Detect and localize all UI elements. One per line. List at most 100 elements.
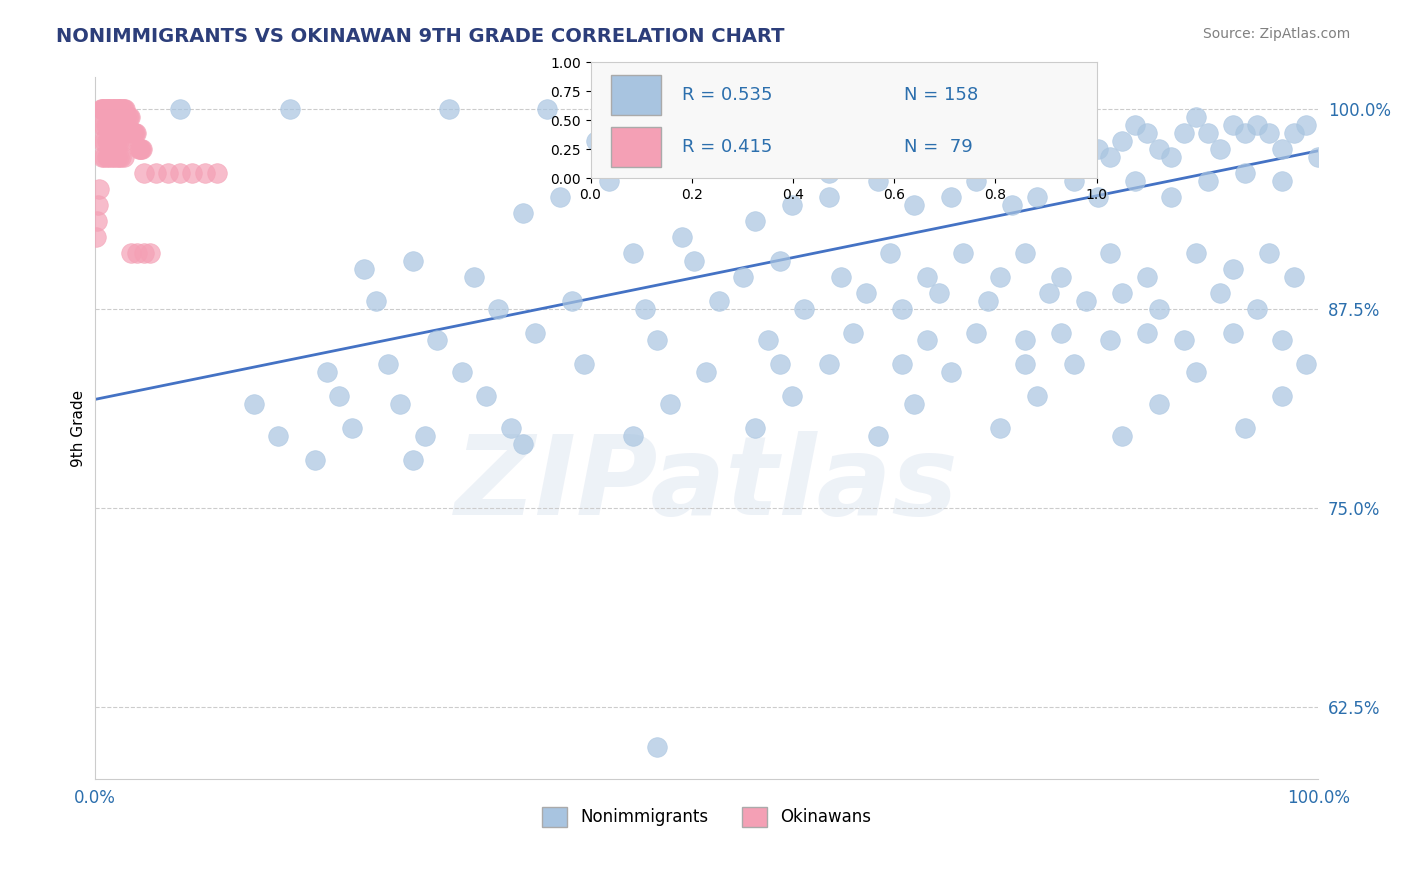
Point (658, 397, 681, 411)
Point (1147, 142, 1170, 156)
Point (891, 301, 914, 316)
Point (89, 182, 111, 196)
Y-axis label: 9th Grade: 9th Grade (72, 390, 86, 467)
Point (756, 334, 779, 348)
Point (1074, 126, 1097, 140)
Point (121, 126, 143, 140)
Point (104, 118, 127, 132)
Point (94, 118, 117, 132)
Text: ZIPatlas: ZIPatlas (454, 431, 959, 538)
Point (169, 166, 191, 180)
Point (1222, 326, 1244, 340)
Point (915, 334, 938, 348)
Point (1099, 334, 1122, 348)
Point (364, 293, 387, 308)
Point (1295, 118, 1317, 132)
Point (1197, 126, 1219, 140)
Point (94, 103, 117, 117)
Point (621, 245, 644, 260)
Point (1222, 118, 1244, 132)
Point (280, 103, 302, 117)
FancyBboxPatch shape (610, 128, 661, 167)
Point (128, 142, 150, 156)
Point (1197, 174, 1219, 188)
Point (988, 269, 1011, 284)
Point (1233, 126, 1256, 140)
Point (100, 103, 122, 117)
Point (1209, 142, 1232, 156)
Point (120, 245, 142, 260)
Point (536, 103, 558, 117)
Point (952, 142, 974, 156)
Point (98, 103, 121, 117)
Text: N = 158: N = 158 (904, 86, 979, 103)
Point (1282, 269, 1305, 284)
Point (87, 198, 110, 212)
Point (132, 245, 155, 260)
Point (830, 158, 852, 172)
Point (108, 103, 131, 117)
Point (1258, 245, 1281, 260)
Point (105, 103, 128, 117)
Point (122, 126, 145, 140)
Point (84, 230, 107, 244)
Point (107, 103, 129, 117)
Point (132, 166, 155, 180)
Point (1099, 150, 1122, 164)
Point (1282, 126, 1305, 140)
Point (128, 142, 150, 156)
Point (100, 150, 122, 164)
Point (96, 150, 118, 164)
Point (97, 103, 120, 117)
Point (112, 150, 135, 164)
Point (647, 334, 669, 348)
Text: NONIMMIGRANTS VS OKINAWAN 9TH GRADE CORRELATION CHART: NONIMMIGRANTS VS OKINAWAN 9TH GRADE CORR… (56, 27, 785, 45)
Point (585, 134, 607, 148)
Point (389, 397, 412, 411)
Point (90, 103, 112, 117)
Point (93, 134, 115, 148)
Point (915, 269, 938, 284)
Point (1123, 174, 1146, 188)
Point (90, 150, 112, 164)
Point (1111, 285, 1133, 300)
Point (866, 429, 889, 443)
Point (499, 421, 522, 435)
Point (1147, 301, 1170, 316)
Point (103, 103, 125, 117)
Point (598, 174, 620, 188)
Point (1246, 301, 1268, 316)
Point (96, 103, 118, 117)
Point (316, 365, 339, 379)
Point (572, 358, 595, 372)
Point (118, 110, 141, 124)
Point (866, 174, 889, 188)
Point (891, 358, 914, 372)
Point (86, 214, 108, 228)
Text: Source: ZipAtlas.com: Source: ZipAtlas.com (1202, 27, 1350, 41)
Point (91, 103, 114, 117)
Point (793, 301, 815, 316)
Point (903, 198, 925, 212)
Point (1173, 334, 1195, 348)
Point (855, 285, 877, 300)
Point (1233, 421, 1256, 435)
Point (115, 110, 138, 124)
Point (1063, 174, 1085, 188)
Point (120, 110, 142, 124)
Point (402, 453, 425, 467)
Point (903, 397, 925, 411)
Point (110, 103, 132, 117)
Point (110, 134, 132, 148)
Point (1014, 358, 1036, 372)
Point (101, 103, 124, 117)
Point (977, 293, 1000, 308)
Point (304, 453, 326, 467)
Point (353, 261, 375, 276)
Point (97, 118, 120, 132)
Point (817, 166, 839, 180)
Point (439, 103, 461, 117)
Point (941, 190, 963, 204)
Point (96, 134, 118, 148)
Point (683, 253, 706, 268)
